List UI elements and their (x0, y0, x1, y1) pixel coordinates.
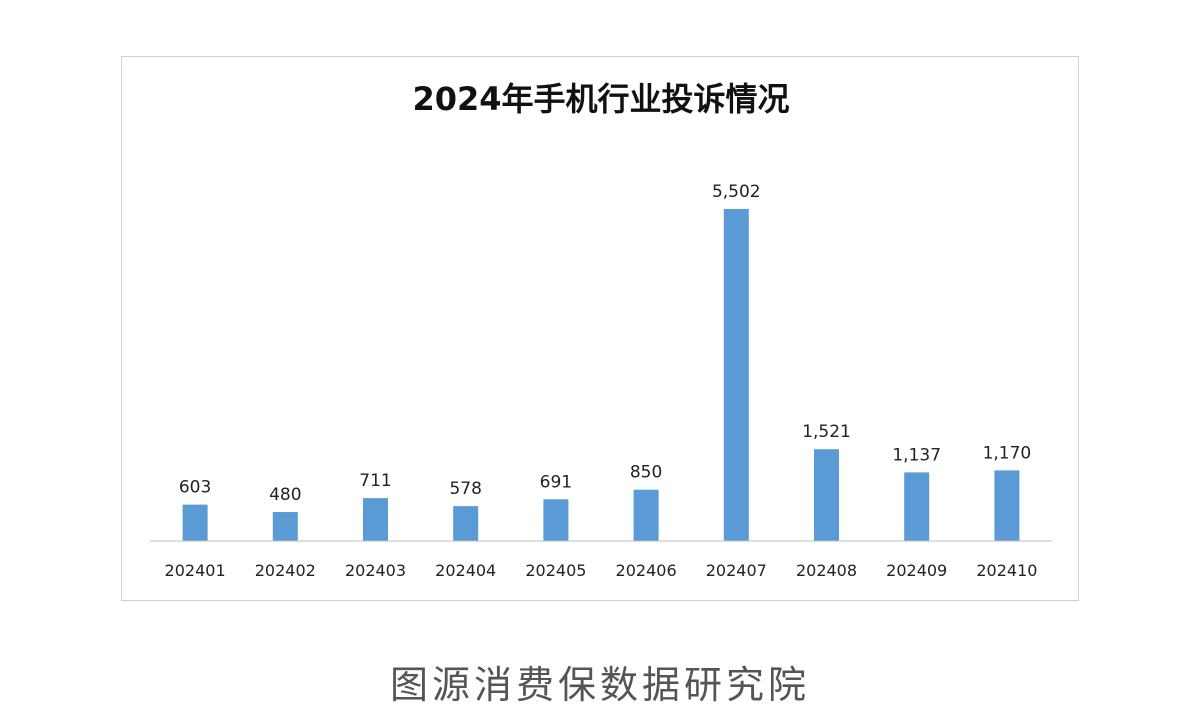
data-label-202402: 480 (269, 485, 301, 505)
bar-202409 (904, 472, 930, 541)
data-label-202405: 691 (540, 472, 572, 492)
x-tick-label-202409: 202409 (886, 561, 947, 580)
source-caption: 图源消费保数据研究院 (389, 663, 810, 707)
data-label-202409: 1,137 (892, 445, 941, 465)
x-tick-label-202407: 202407 (706, 561, 767, 580)
bar-202401 (182, 504, 208, 541)
bar-202403 (363, 498, 388, 541)
chart-title: 2024年手机行业投诉情况 (412, 80, 790, 118)
x-tick-label-202404: 202404 (435, 561, 496, 580)
x-tick-label-202406: 202406 (616, 561, 677, 580)
data-label-202404: 578 (449, 479, 481, 499)
bar-202404 (453, 506, 479, 541)
data-label-202403: 711 (359, 471, 391, 491)
x-tick-labels-layer: 202401 202402 202403 202404 202405 202406 2024… (165, 561, 1038, 580)
bar-202407 (723, 208, 749, 541)
bar-202410 (994, 470, 1020, 541)
x-tick-label-202408: 202408 (796, 561, 857, 580)
data-label-202407: 5,502 (712, 182, 761, 202)
bar-202408 (814, 449, 839, 541)
bar-202402 (272, 512, 298, 541)
x-tick-label-202401: 202401 (165, 561, 226, 580)
data-labels-layer: 603 480 711 578 691 850 5,502 1,521 1,137 1,170 (179, 182, 1031, 505)
x-tick-label-202410: 202410 (976, 561, 1037, 580)
data-label-202406: 850 (630, 463, 662, 483)
data-label-202410: 1,170 (983, 443, 1032, 463)
chart-frame: 2024年手机行业投诉情况 603 480 711 578 691 850 5,502 1,5… (121, 56, 1079, 601)
data-label-202408: 1,521 (802, 422, 851, 442)
bar-202406 (633, 489, 659, 541)
x-tick-label-202403: 202403 (345, 561, 406, 580)
x-tick-label-202402: 202402 (255, 561, 316, 580)
bars-layer (182, 208, 1020, 541)
bar-202405 (543, 499, 569, 541)
bar-chart: 603 480 711 578 691 850 5,502 1,521 1,137 1,170 2… (150, 182, 1052, 580)
data-label-202401: 603 (179, 478, 211, 498)
x-tick-label-202405: 202405 (525, 561, 586, 580)
